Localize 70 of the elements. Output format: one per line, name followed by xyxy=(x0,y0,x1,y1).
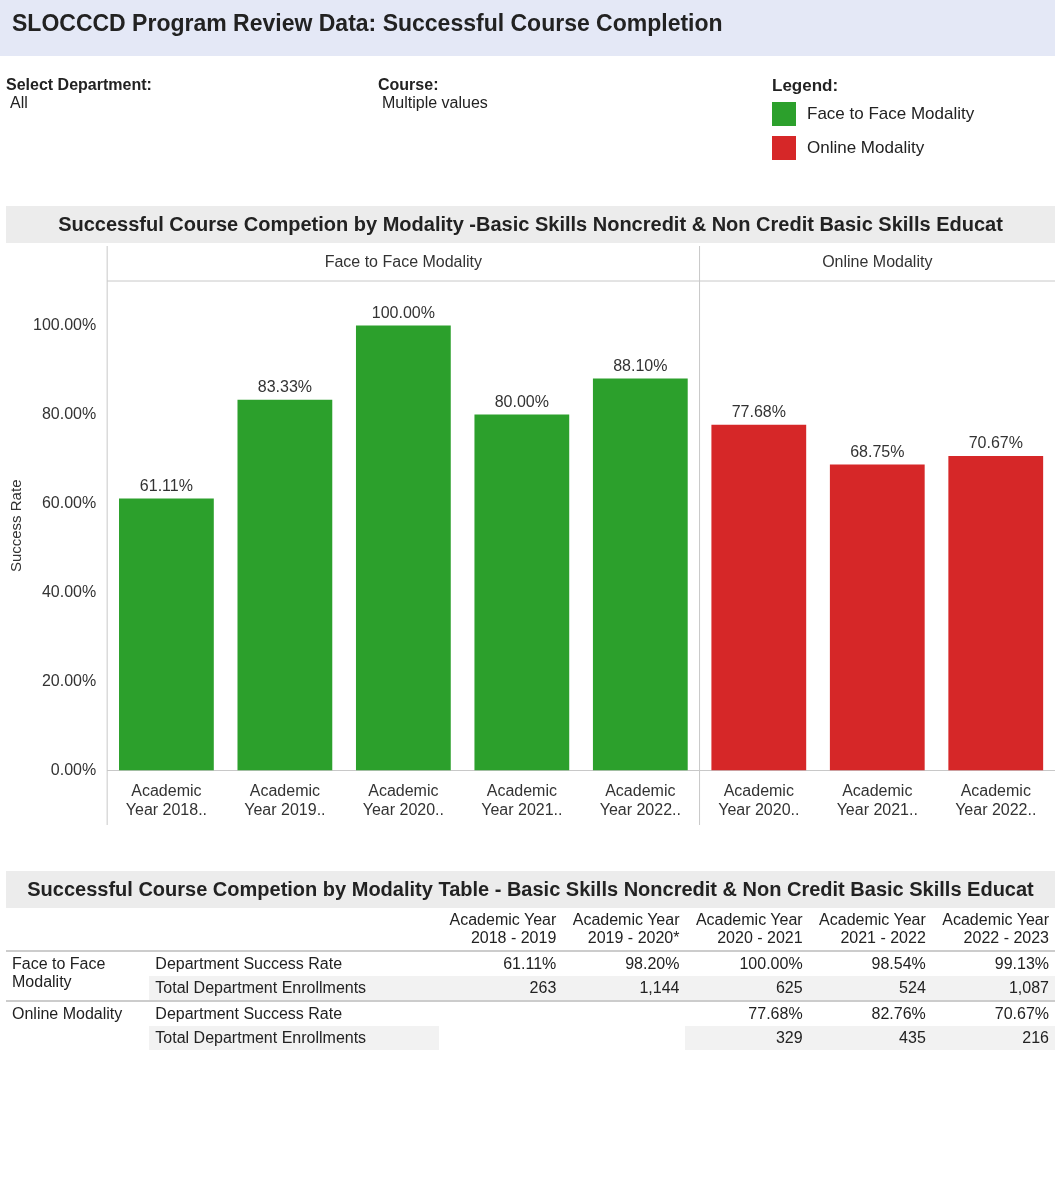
category-label: Academic Year 2019 - 2020* xyxy=(571,910,681,948)
y-tick-label: 0.00% xyxy=(50,761,97,779)
data-label: 100.00% xyxy=(371,303,435,321)
bar xyxy=(237,399,333,771)
data-label: 83.33% xyxy=(257,378,313,396)
bar xyxy=(948,456,1044,771)
y-axis-title: Success Rate xyxy=(7,479,25,573)
text: 98.20% xyxy=(625,955,680,972)
text: 77.68% xyxy=(748,1005,803,1022)
text: Online Modality xyxy=(11,1004,124,1024)
text: 82.76% xyxy=(871,1005,926,1022)
legend-title: Legend: xyxy=(772,76,840,96)
chart-title: SLOCCCD Program Review Data: Successful Course Completion xyxy=(0,0,1055,56)
x-tick-label: Academic Year 2021.. xyxy=(836,781,918,818)
bar xyxy=(592,378,688,771)
chart-subtitle: Successful Course Competion by Modality -Basic Skills Noncredit & Non Credit Basic Skills Educat xyxy=(6,206,1055,243)
category-label: Total Department Enrollments xyxy=(155,979,367,996)
bar xyxy=(829,464,925,771)
text: All xyxy=(10,94,28,111)
y-tick-label: 80.00% xyxy=(41,404,97,422)
text: 263 xyxy=(529,979,557,996)
category-label: Academic Year 2020 - 2021 xyxy=(694,910,804,948)
text: 70.67% xyxy=(994,1005,1049,1022)
text: 329 xyxy=(775,1029,803,1046)
legend-label: Face to Face Modality xyxy=(807,104,975,124)
x-tick-label: Academic Year 2020.. xyxy=(362,781,444,818)
category-label: Total Department Enrollments xyxy=(155,1029,367,1046)
y-tick-label: 40.00% xyxy=(41,582,97,600)
text: 99.13% xyxy=(994,955,1049,972)
x-tick-label: Academic Year 2022.. xyxy=(599,781,681,818)
text: 98.54% xyxy=(871,955,926,972)
bar xyxy=(474,414,570,771)
x-tick-label: Academic Year 2019.. xyxy=(244,781,326,818)
text: Course: xyxy=(378,76,440,94)
text: 625 xyxy=(775,979,803,996)
bar xyxy=(355,325,451,771)
text: Successful Course Competion by Modality Table - Basic Skills Noncredit & Non Credit Basic Skills Educat xyxy=(6,871,1055,908)
text: 61.11% xyxy=(503,955,557,972)
category-label: Department Success Rate xyxy=(155,1005,343,1022)
text: 524 xyxy=(899,979,926,996)
category-label: Department Success Rate xyxy=(155,955,343,972)
text: Multiple values xyxy=(382,94,488,111)
y-tick-label: 100.00% xyxy=(32,315,97,333)
text: 435 xyxy=(899,1029,926,1046)
text: 1,087 xyxy=(1008,979,1049,996)
text: 100.00% xyxy=(739,955,803,972)
category-label: Academic Year 2021 - 2022 xyxy=(818,910,927,948)
legend-label: Online Modality xyxy=(807,138,925,158)
x-tick-label: Academic Year 2018.. xyxy=(125,781,208,818)
data-label: 80.00% xyxy=(494,392,549,410)
text: Online Modality xyxy=(822,253,933,271)
text: 216 xyxy=(1022,1029,1049,1046)
category-label: Academic Year 2022 - 2023 xyxy=(941,910,1050,948)
data-label: 88.10% xyxy=(613,356,668,374)
x-tick-label: Academic Year 2022.. xyxy=(955,781,1037,818)
y-tick-label: 60.00% xyxy=(41,493,97,511)
text: Face to Face Modality xyxy=(324,253,483,271)
bar xyxy=(119,498,214,771)
x-tick-label: Academic Year 2021.. xyxy=(481,781,563,818)
y-tick-label: 20.00% xyxy=(41,671,97,689)
text: Select Department: xyxy=(6,76,152,94)
data-label: 70.67% xyxy=(968,434,1023,452)
data-label: 77.68% xyxy=(731,403,786,421)
text: 1,144 xyxy=(639,979,680,996)
text: Face to Face Modality xyxy=(11,954,107,992)
category-label: Academic Year 2018 - 2019 xyxy=(448,910,558,948)
bar xyxy=(711,424,807,771)
data-label: 61.11% xyxy=(139,477,193,495)
x-tick-label: Academic Year 2020.. xyxy=(718,781,800,818)
data-label: 68.75% xyxy=(850,443,905,461)
